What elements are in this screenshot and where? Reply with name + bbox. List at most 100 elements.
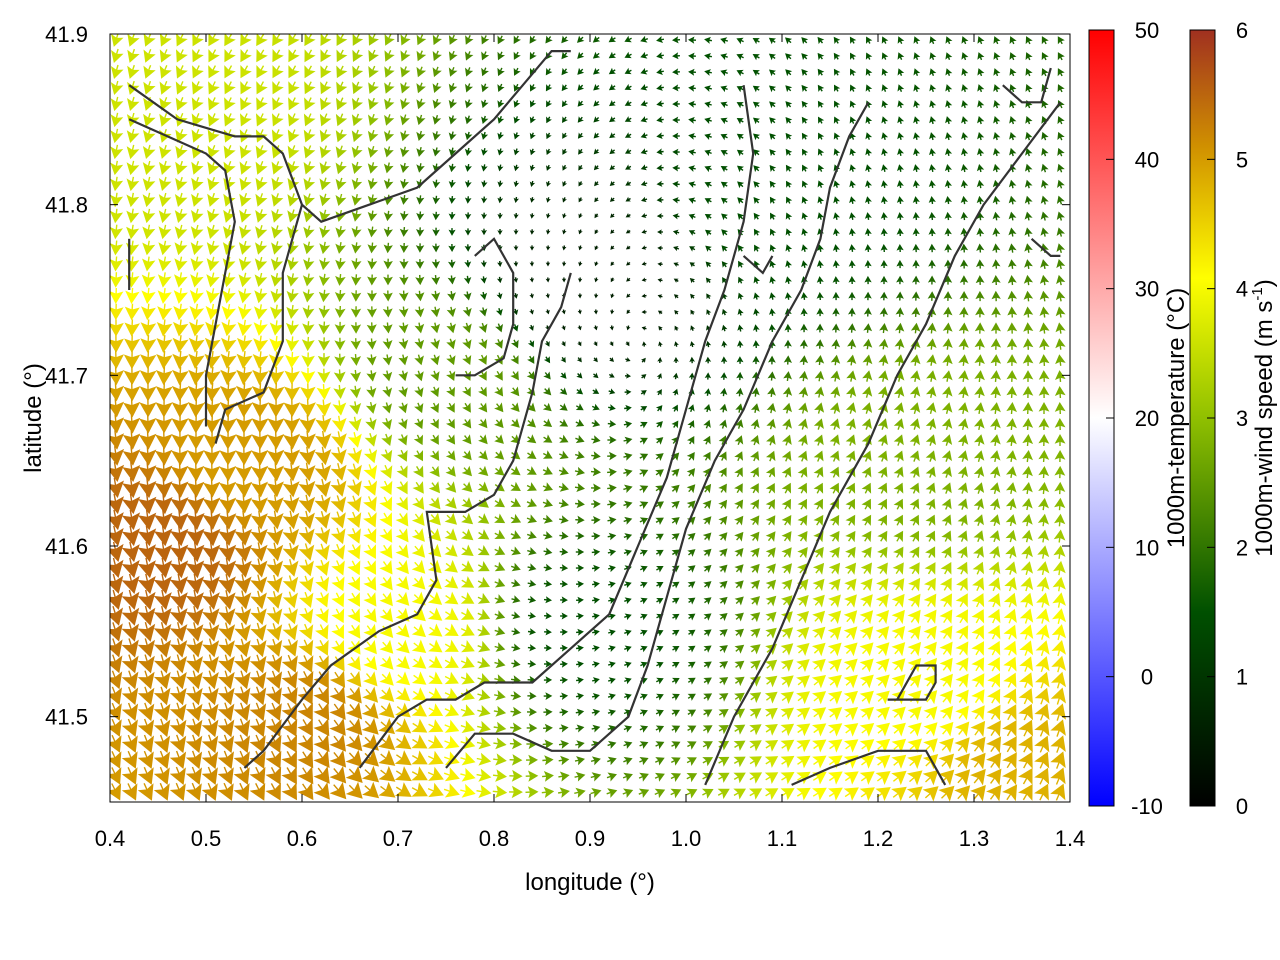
wind-arrow	[769, 244, 777, 252]
wind-arrow-shaft	[227, 224, 231, 233]
wind-arrow-shaft	[382, 561, 389, 569]
wind-arrow-shaft	[819, 55, 823, 60]
wind-arrow	[913, 84, 921, 92]
wind-arrow	[720, 372, 728, 379]
wind-arrow	[575, 434, 585, 444]
wind-arrow-shaft	[446, 498, 453, 505]
wind-arrow	[609, 451, 617, 461]
wind-arrow	[846, 370, 857, 381]
wind-arrow-shaft	[243, 224, 247, 233]
wind-arrow-shaft	[147, 80, 152, 89]
wind-arrow	[752, 38, 760, 45]
wind-arrow-shaft	[387, 82, 391, 89]
wind-arrow-shaft	[768, 487, 773, 494]
wind-arrow	[238, 274, 252, 288]
wind-arrow-shaft	[290, 462, 293, 473]
wind-arrow	[224, 97, 236, 111]
wind-arrow-shaft	[305, 526, 309, 537]
wind-arrow-shaft	[691, 103, 696, 106]
wind-arrow	[849, 164, 857, 172]
wind-arrow-shaft	[1011, 215, 1014, 221]
wind-arrow-shaft	[387, 130, 391, 137]
wind-arrow	[465, 51, 474, 61]
wind-arrow-shaft	[658, 375, 661, 380]
wind-arrow	[944, 180, 952, 187]
wind-arrow-shaft	[979, 55, 983, 61]
wind-arrow-shaft	[672, 631, 677, 635]
wind-arrow	[1008, 211, 1017, 220]
wind-arrow-shaft	[912, 535, 917, 542]
wind-arrow-shaft	[351, 608, 357, 617]
wind-arrow	[239, 161, 252, 175]
wind-arrow-shaft	[575, 405, 581, 409]
wind-arrow-shaft	[225, 622, 229, 633]
wind-arrow-shaft	[575, 437, 581, 441]
wind-arrow-shaft	[833, 423, 837, 430]
wind-arrow-shaft	[147, 144, 151, 153]
wind-arrow-shaft	[739, 295, 742, 300]
wind-arrow	[347, 528, 361, 544]
wind-arrow-shaft	[739, 183, 744, 188]
wind-arrow-shaft	[1027, 103, 1031, 109]
wind-arrow-shaft	[814, 615, 821, 622]
wind-arrow-shaft	[429, 610, 437, 617]
wind-arrow	[272, 49, 284, 63]
wind-arrow-shaft	[448, 402, 453, 409]
wind-arrow	[961, 52, 969, 60]
wind-arrow-shaft	[851, 39, 855, 44]
wind-arrow-shaft	[739, 135, 744, 139]
wind-arrow-shaft	[531, 197, 534, 201]
wind-arrow	[202, 513, 221, 530]
wind-arrow	[382, 371, 393, 382]
wind-arrow-shaft	[723, 151, 728, 155]
wind-arrow	[830, 386, 841, 397]
wind-arrow-shaft	[179, 287, 182, 297]
wind-arrow	[561, 564, 569, 572]
wind-arrow	[188, 353, 205, 369]
wind-arrow-shaft	[947, 199, 950, 205]
wind-arrow-shaft	[897, 455, 901, 462]
wind-arrow-shaft	[1042, 535, 1045, 543]
wind-arrow	[624, 645, 632, 653]
wind-arrow	[190, 274, 204, 288]
wind-arrow-shaft	[195, 240, 199, 249]
wind-arrow	[737, 292, 744, 300]
wind-arrow-shaft	[783, 583, 789, 590]
wind-arrow	[961, 36, 969, 44]
wind-arrow-shaft	[958, 679, 965, 687]
wind-arrow-shaft	[782, 647, 789, 654]
wind-arrow	[110, 370, 125, 386]
wind-arrow	[320, 65, 332, 79]
wind-arrow	[208, 65, 220, 79]
wind-arrow	[704, 101, 712, 108]
wind-arrow-shaft	[386, 370, 389, 377]
wind-arrow-shaft	[307, 49, 313, 57]
wind-arrow-shaft	[333, 687, 341, 697]
wind-arrow-shaft	[883, 167, 886, 172]
wind-arrow	[186, 481, 205, 498]
wind-arrow	[545, 628, 552, 636]
wind-arrow	[334, 340, 346, 351]
wind-arrow-shaft	[738, 407, 741, 413]
wind-arrow-shaft	[1010, 471, 1013, 479]
wind-arrow	[446, 418, 455, 429]
wind-arrow-shaft	[899, 71, 903, 76]
wind-arrow	[333, 371, 346, 383]
wind-arrow	[829, 514, 840, 526]
wind-arrow-shaft	[754, 407, 757, 413]
wind-arrow-shaft	[527, 598, 533, 601]
wind-arrow-shaft	[659, 102, 664, 105]
wind-arrow-shaft	[241, 541, 245, 553]
wind-arrow-shaft	[691, 311, 695, 315]
wind-arrow-shaft	[607, 519, 613, 522]
wind-arrow	[446, 323, 456, 334]
wind-arrow	[110, 433, 125, 450]
wind-arrow	[188, 369, 205, 386]
wind-arrow	[624, 581, 632, 589]
wind-arrow	[350, 308, 362, 318]
wind-arrow-shaft	[1059, 311, 1062, 318]
wind-arrow	[464, 165, 472, 172]
wind-arrow	[281, 687, 298, 705]
wind-arrow	[319, 194, 331, 207]
wind-arrow-shaft	[798, 615, 805, 622]
